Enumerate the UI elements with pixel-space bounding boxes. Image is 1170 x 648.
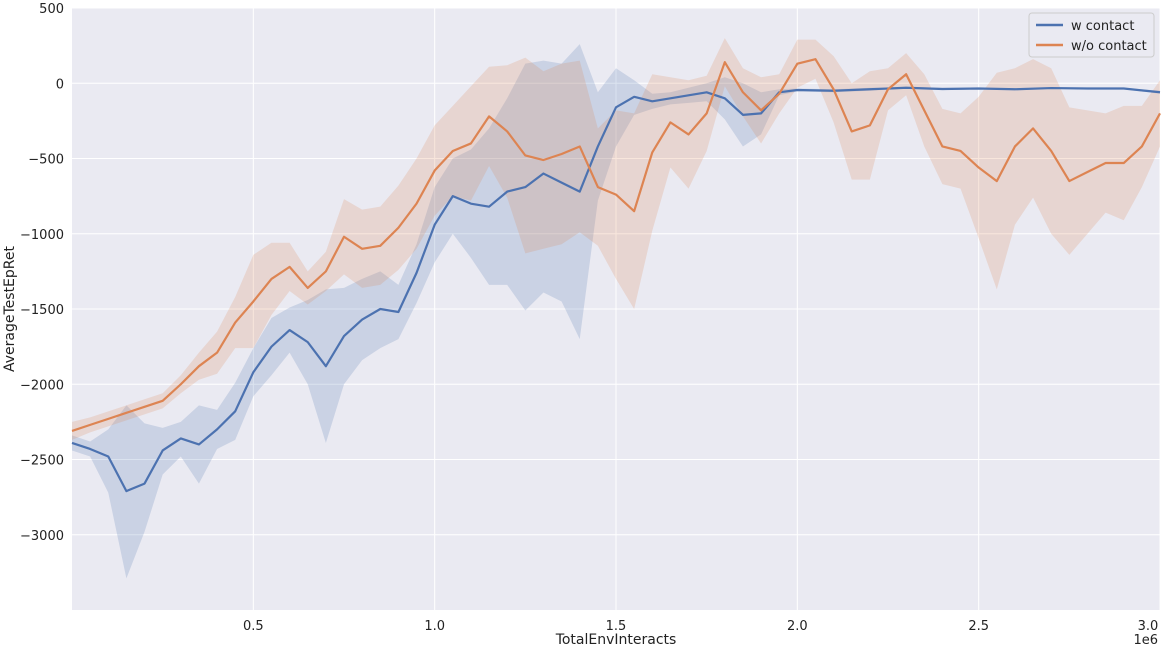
y-axis-label: AverageTestEpRet: [2, 245, 18, 372]
y-tick-label: −1000: [20, 228, 64, 243]
y-tick-label: −3000: [20, 529, 64, 544]
series-lines: [71, 58, 1161, 493]
line-series-1: [71, 58, 1161, 432]
y-tick-label: 500: [39, 2, 64, 17]
x-tick-label: 2.5: [968, 619, 989, 634]
band-series-1: [72, 38, 1160, 440]
legend-label-w-contact: w contact: [1071, 19, 1134, 34]
x-tick-label: 3.0: [1138, 619, 1159, 634]
line-series-0: [71, 86, 1161, 493]
y-tick-labels: 500 0 −500 −1000 −1500 −2000 −2500 −3000: [20, 2, 64, 544]
y-tick-label: 0: [56, 77, 64, 92]
y-tick-label: −500: [28, 153, 64, 168]
x-tick-label: 1.5: [606, 619, 627, 634]
legend: w contact w/o contact: [1028, 12, 1155, 58]
x-tick-label: 2.0: [787, 619, 808, 634]
x-tick-label: 0.5: [243, 619, 264, 634]
confidence-bands: [72, 38, 1160, 579]
y-tick-label: −1500: [20, 303, 64, 318]
x-offset-label: 1e6: [1133, 633, 1158, 648]
x-axis-label: TotalEnvInteracts: [555, 632, 677, 648]
legend-label-wo-contact: w/o contact: [1071, 39, 1147, 54]
y-tick-label: −2000: [20, 378, 64, 393]
x-tick-labels: 0.5 1.0 1.5 2.0 2.5 3.0: [243, 619, 1158, 634]
band-series-0: [72, 44, 1160, 579]
x-tick-label: 1.0: [424, 619, 445, 634]
y-tick-label: −2500: [20, 454, 64, 469]
grid-lines: [72, 7, 1161, 610]
